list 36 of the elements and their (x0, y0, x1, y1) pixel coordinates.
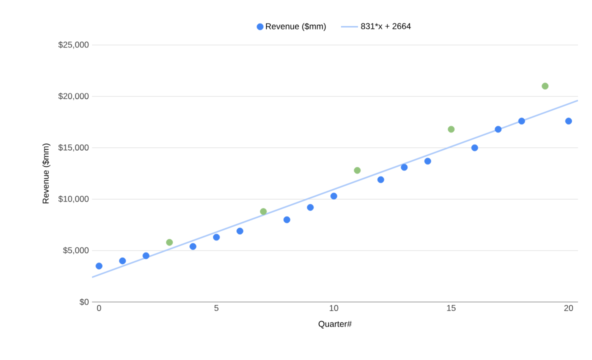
point (283, 216, 290, 224)
point (565, 118, 572, 124)
point (471, 144, 478, 152)
point (306, 204, 314, 211)
point (518, 118, 526, 124)
point (213, 234, 220, 241)
point (494, 126, 502, 133)
point (424, 158, 432, 165)
point (354, 167, 361, 174)
x-tick-label: 20 (564, 305, 573, 312)
x-tick-label: 15 (447, 305, 456, 311)
point (96, 262, 102, 270)
y-tick-label: $25,000 (58, 41, 89, 49)
point (377, 176, 384, 184)
point (330, 192, 338, 200)
y-tick-label: $15,000 (58, 144, 89, 152)
x-axis-title: Quarter# (318, 320, 352, 328)
point (260, 208, 267, 215)
point (119, 257, 126, 264)
y-tick-label: $0 (80, 298, 89, 306)
point (542, 82, 549, 90)
x-tick-label: 0 (97, 305, 102, 312)
legend-label: Revenue ($mm) (266, 22, 326, 32)
y-tick-label: $20,000 (58, 92, 89, 100)
y-tick-label: $5,000 (63, 246, 89, 254)
point (166, 238, 173, 246)
point (448, 126, 455, 133)
x-tick-label: 5 (214, 305, 218, 311)
point (142, 252, 150, 260)
point (190, 243, 196, 250)
point (400, 164, 408, 171)
y-tick-label: $10,000 (58, 196, 89, 203)
y-axis-title: Revenue ($mm) (42, 144, 50, 204)
point (236, 228, 244, 234)
x-tick-label: 10 (330, 305, 338, 312)
legend-label: 831*x + 2664 (361, 23, 411, 30)
